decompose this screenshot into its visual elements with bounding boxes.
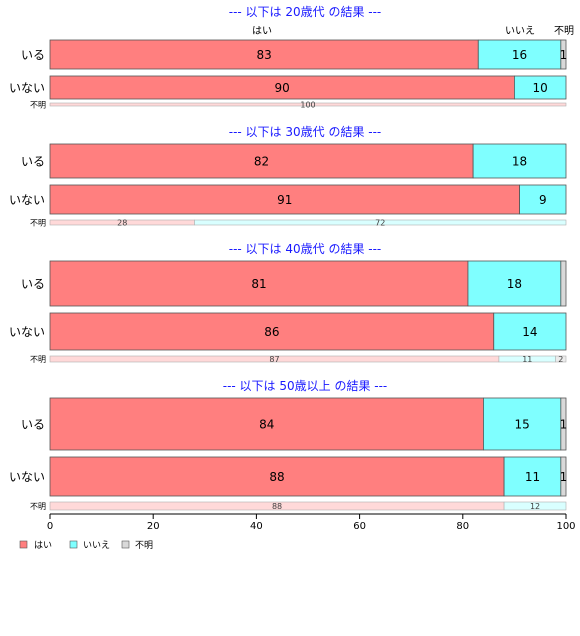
bar-value-label: 1: [560, 470, 568, 484]
bar-value-label: 87: [269, 355, 279, 364]
bar-segment-2-2-2: [519, 184, 567, 215]
row-label-1-2: いない: [9, 81, 45, 95]
bar-value-label: 11: [522, 355, 532, 364]
bar-value-label: 81: [251, 277, 266, 291]
row-label-3-3: 不明: [30, 355, 46, 364]
bar-segment-1-1-1: [49, 39, 479, 70]
bar-segment-2-3-2: [194, 219, 567, 226]
bar-segment-3-1-2: [467, 260, 562, 307]
bar-value-label: 100: [300, 101, 315, 110]
bar-value-label: 91: [277, 193, 292, 207]
bar-value-label: 10: [533, 81, 548, 95]
bar-value-label: 1: [560, 48, 568, 62]
bar-value-label: 11: [525, 470, 540, 484]
x-axis-tick-label: 40: [250, 521, 263, 532]
column-header-unknown: 不明: [554, 25, 574, 37]
bar-segment-3-2-1: [49, 312, 495, 351]
column-header-yes: はい: [252, 25, 272, 37]
bar-value-label: 15: [514, 418, 529, 432]
bar-segment-4-3-2: [503, 501, 567, 511]
bar-value-label: 90: [275, 81, 290, 95]
legend-label-3: 不明: [135, 540, 153, 551]
bar-value-label: 14: [522, 325, 537, 339]
bar-value-label: 72: [375, 219, 385, 228]
row-label-1-3: 不明: [30, 101, 46, 110]
column-header-no: いいえ: [505, 25, 535, 37]
bar-value-label: 12: [530, 502, 540, 511]
bar-segment-1-1-2: [477, 39, 562, 70]
bar-value-label: 88: [269, 470, 284, 484]
bar-segment-1-3-1: [49, 102, 567, 107]
bar-segment-3-1-3: [560, 260, 567, 307]
bar-segment-2-2-1: [49, 184, 520, 215]
bar-value-label: 9: [539, 193, 547, 207]
legend-swatch-2: [69, 540, 78, 549]
bar-value-label: 16: [512, 48, 527, 62]
row-label-3-1: いる: [21, 277, 45, 291]
bar-segment-1-2-2: [514, 75, 567, 100]
bar-segment-3-1-1: [49, 260, 469, 307]
bar-segment-4-1-2: [483, 397, 562, 451]
legend-swatch-1: [19, 540, 28, 549]
bar-segment-4-2-2: [503, 456, 562, 497]
row-label-2-3: 不明: [30, 219, 46, 228]
x-axis-tick-label: 20: [147, 521, 160, 532]
row-label-4-1: いる: [21, 418, 45, 432]
bar-segment-1-1-3: [560, 39, 567, 70]
x-axis-tick-label: 100: [556, 521, 575, 532]
row-label-2-1: いる: [21, 155, 45, 169]
bar-segment-3-3-3: [555, 355, 567, 363]
bar-value-label: 18: [507, 277, 522, 291]
legend-swatch-3: [121, 540, 130, 549]
bar-segment-2-1-2: [472, 143, 567, 179]
panel-title-1: --- 以下は 20歳代 の結果 ---: [229, 5, 382, 19]
bar-segment-4-2-1: [49, 456, 505, 497]
bar-value-label: 18: [512, 155, 527, 169]
row-label-3-2: いない: [9, 325, 45, 339]
bar-segment-4-1-3: [560, 397, 567, 451]
bar-segment-4-1-1: [49, 397, 484, 451]
bar-segment-3-2-2: [493, 312, 567, 351]
bar-value-label: 84: [259, 418, 274, 432]
legend-label-2: いいえ: [83, 540, 110, 551]
bar-segment-2-1-1: [49, 143, 474, 179]
x-axis-tick-label: 0: [47, 521, 53, 532]
row-label-4-2: いない: [9, 470, 45, 484]
bar-value-label: 86: [264, 325, 279, 339]
panel-title-3: --- 以下は 40歳代 の結果 ---: [229, 242, 382, 256]
row-label-1-1: いる: [21, 48, 45, 62]
bar-value-label: 28: [117, 219, 127, 228]
bar-value-label: 2: [558, 355, 563, 364]
legend-label-1: はい: [34, 540, 52, 551]
x-axis-tick-label: 80: [456, 521, 469, 532]
row-label-2-2: いない: [9, 193, 45, 207]
panel-title-4: --- 以下は 50歳以上 の結果 ---: [223, 379, 388, 393]
bar-value-label: 82: [254, 155, 269, 169]
bar-value-label: 1: [560, 418, 568, 432]
bar-value-label: 88: [272, 502, 282, 511]
panel-title-2: --- 以下は 30歳代 の結果 ---: [229, 125, 382, 139]
bar-segment-4-2-3: [560, 456, 567, 497]
bar-value-label: 83: [256, 48, 271, 62]
x-axis-tick-label: 60: [353, 521, 366, 532]
row-label-4-3: 不明: [30, 502, 46, 511]
